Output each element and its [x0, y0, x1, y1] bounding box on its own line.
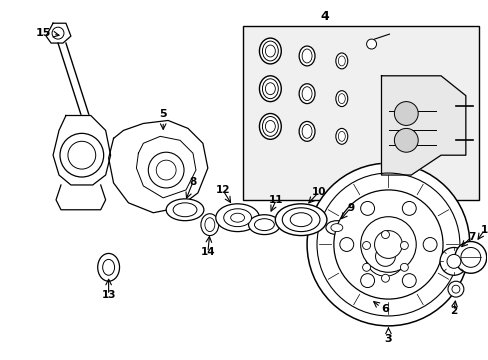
- Text: 12: 12: [215, 185, 229, 195]
- Circle shape: [451, 285, 459, 293]
- Circle shape: [360, 202, 374, 215]
- Polygon shape: [53, 116, 110, 185]
- Circle shape: [460, 247, 480, 267]
- Ellipse shape: [330, 224, 342, 231]
- Ellipse shape: [166, 199, 203, 221]
- Circle shape: [357, 222, 367, 231]
- Text: 10: 10: [311, 187, 325, 197]
- Text: 13: 13: [101, 290, 116, 300]
- Ellipse shape: [262, 41, 278, 61]
- Ellipse shape: [248, 215, 280, 235]
- Ellipse shape: [204, 218, 214, 231]
- Circle shape: [156, 160, 176, 180]
- Circle shape: [381, 274, 388, 282]
- Ellipse shape: [230, 213, 244, 222]
- Text: 15: 15: [36, 28, 51, 38]
- Ellipse shape: [338, 131, 345, 141]
- Ellipse shape: [335, 91, 347, 107]
- Ellipse shape: [275, 204, 326, 235]
- Ellipse shape: [282, 208, 319, 231]
- Circle shape: [333, 190, 442, 299]
- Circle shape: [360, 217, 415, 272]
- Circle shape: [394, 129, 417, 152]
- Ellipse shape: [259, 76, 281, 102]
- Polygon shape: [136, 136, 196, 198]
- Circle shape: [374, 231, 402, 258]
- Circle shape: [360, 274, 374, 288]
- Bar: [242, 26, 478, 200]
- Ellipse shape: [254, 219, 274, 231]
- Ellipse shape: [302, 87, 311, 100]
- Circle shape: [355, 227, 414, 286]
- Ellipse shape: [335, 53, 347, 69]
- Circle shape: [422, 238, 436, 251]
- Text: 5: 5: [159, 108, 167, 118]
- Circle shape: [365, 237, 405, 276]
- Circle shape: [362, 264, 370, 271]
- Ellipse shape: [265, 45, 275, 57]
- Circle shape: [381, 231, 388, 239]
- Ellipse shape: [262, 117, 278, 136]
- Ellipse shape: [299, 121, 314, 141]
- Ellipse shape: [335, 129, 347, 144]
- Ellipse shape: [259, 38, 281, 64]
- Circle shape: [316, 173, 459, 316]
- Circle shape: [400, 242, 407, 249]
- Bar: [350, 215, 419, 299]
- Circle shape: [447, 281, 463, 297]
- Ellipse shape: [173, 203, 197, 217]
- Ellipse shape: [215, 204, 259, 231]
- Circle shape: [339, 238, 353, 251]
- Ellipse shape: [259, 113, 281, 139]
- Text: 7: 7: [467, 231, 474, 242]
- Circle shape: [454, 242, 486, 273]
- Circle shape: [60, 133, 103, 177]
- Circle shape: [439, 247, 467, 275]
- Text: 14: 14: [200, 247, 215, 257]
- Ellipse shape: [338, 94, 345, 104]
- Text: 8: 8: [189, 177, 196, 187]
- Polygon shape: [381, 76, 465, 175]
- Ellipse shape: [325, 221, 347, 235]
- Ellipse shape: [262, 79, 278, 99]
- Circle shape: [366, 39, 376, 49]
- Circle shape: [148, 152, 183, 188]
- Circle shape: [362, 242, 370, 249]
- Text: 2: 2: [449, 306, 457, 316]
- Circle shape: [402, 202, 415, 215]
- Text: 11: 11: [268, 195, 283, 205]
- Text: 4: 4: [320, 10, 329, 23]
- Text: 9: 9: [346, 203, 354, 213]
- Text: 3: 3: [384, 334, 391, 344]
- Text: 6: 6: [381, 304, 388, 314]
- Ellipse shape: [265, 83, 275, 95]
- Circle shape: [446, 255, 460, 268]
- Ellipse shape: [302, 49, 311, 63]
- Text: 1: 1: [480, 225, 488, 235]
- Circle shape: [402, 274, 415, 288]
- Ellipse shape: [338, 56, 345, 66]
- Polygon shape: [46, 23, 71, 43]
- Ellipse shape: [224, 209, 251, 227]
- Ellipse shape: [201, 214, 218, 235]
- Ellipse shape: [299, 84, 314, 104]
- Ellipse shape: [299, 46, 314, 66]
- Polygon shape: [56, 185, 105, 210]
- Circle shape: [306, 163, 469, 326]
- Ellipse shape: [265, 121, 275, 132]
- Circle shape: [394, 102, 417, 125]
- Circle shape: [375, 247, 395, 266]
- Circle shape: [400, 264, 407, 271]
- Circle shape: [68, 141, 96, 169]
- Ellipse shape: [289, 213, 311, 227]
- Ellipse shape: [302, 125, 311, 138]
- Ellipse shape: [102, 260, 114, 275]
- Circle shape: [52, 27, 64, 39]
- Ellipse shape: [98, 253, 119, 281]
- Polygon shape: [108, 121, 207, 213]
